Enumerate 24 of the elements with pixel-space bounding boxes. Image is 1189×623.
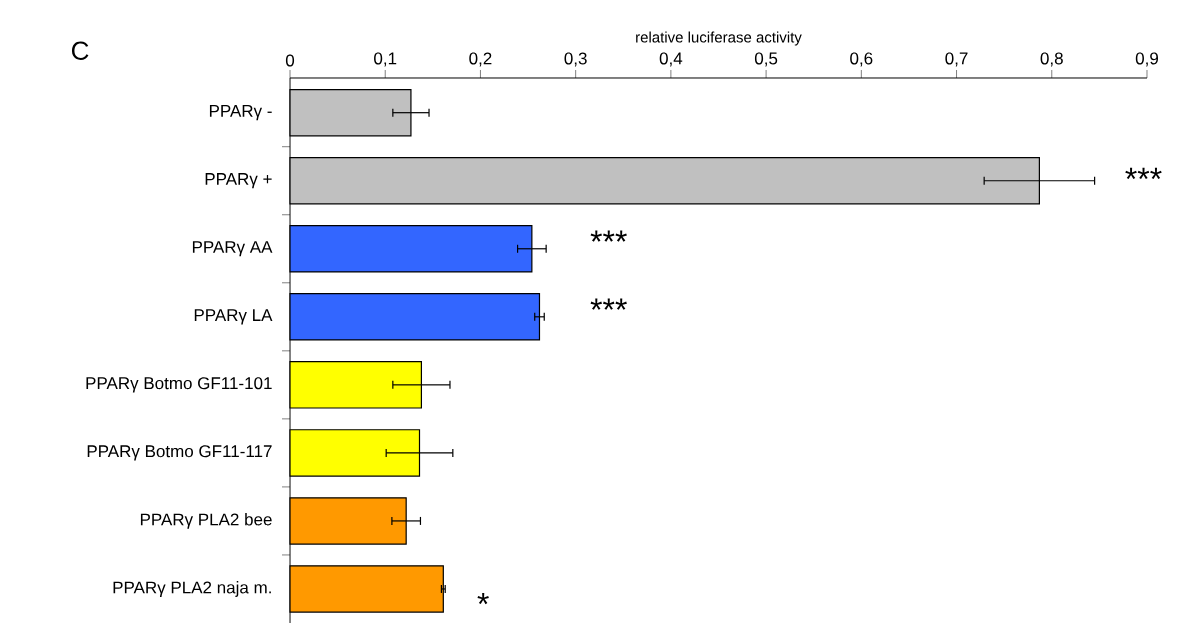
text: C [71, 41, 89, 60]
y-tick-label: PPARγ PLA2 naja m. [113, 581, 271, 597]
y-tick-label: PPARγ AA [192, 241, 273, 257]
y-tick-label: PPARγ PLA2 bee [140, 513, 272, 529]
y-tick-label: PPARγ Botmo GF11-101 [86, 377, 272, 393]
x-tick-label: 0,7 [945, 52, 968, 67]
x-tick-label: 0,2 [469, 52, 492, 67]
y-tick-label: PPARγ + [205, 173, 272, 189]
annotation: *** [590, 230, 627, 242]
y-tick-label: PPARγ LA [194, 309, 273, 325]
x-axis-title: relative luciferase activity [636, 31, 802, 46]
x-tick-label: 0,4 [659, 52, 683, 67]
x-tick-label: 0,3 [564, 52, 587, 67]
x-tick-label: 0,9 [1135, 52, 1159, 67]
y-tick-label: PPARγ - [209, 105, 272, 121]
annotation: * [477, 592, 489, 605]
annotation: *** [1125, 167, 1162, 180]
y-tick-label: PPARγ Botmo GF11-117 [87, 445, 272, 461]
x-tick-label: 0,5 [754, 52, 778, 67]
x-tick-label: 0,8 [1040, 52, 1063, 67]
x-tick-label: 0 [285, 54, 295, 67]
annotation: *** [590, 298, 627, 310]
x-tick-label: 0,1 [374, 52, 397, 67]
x-tick-label: 0,6 [850, 52, 873, 67]
